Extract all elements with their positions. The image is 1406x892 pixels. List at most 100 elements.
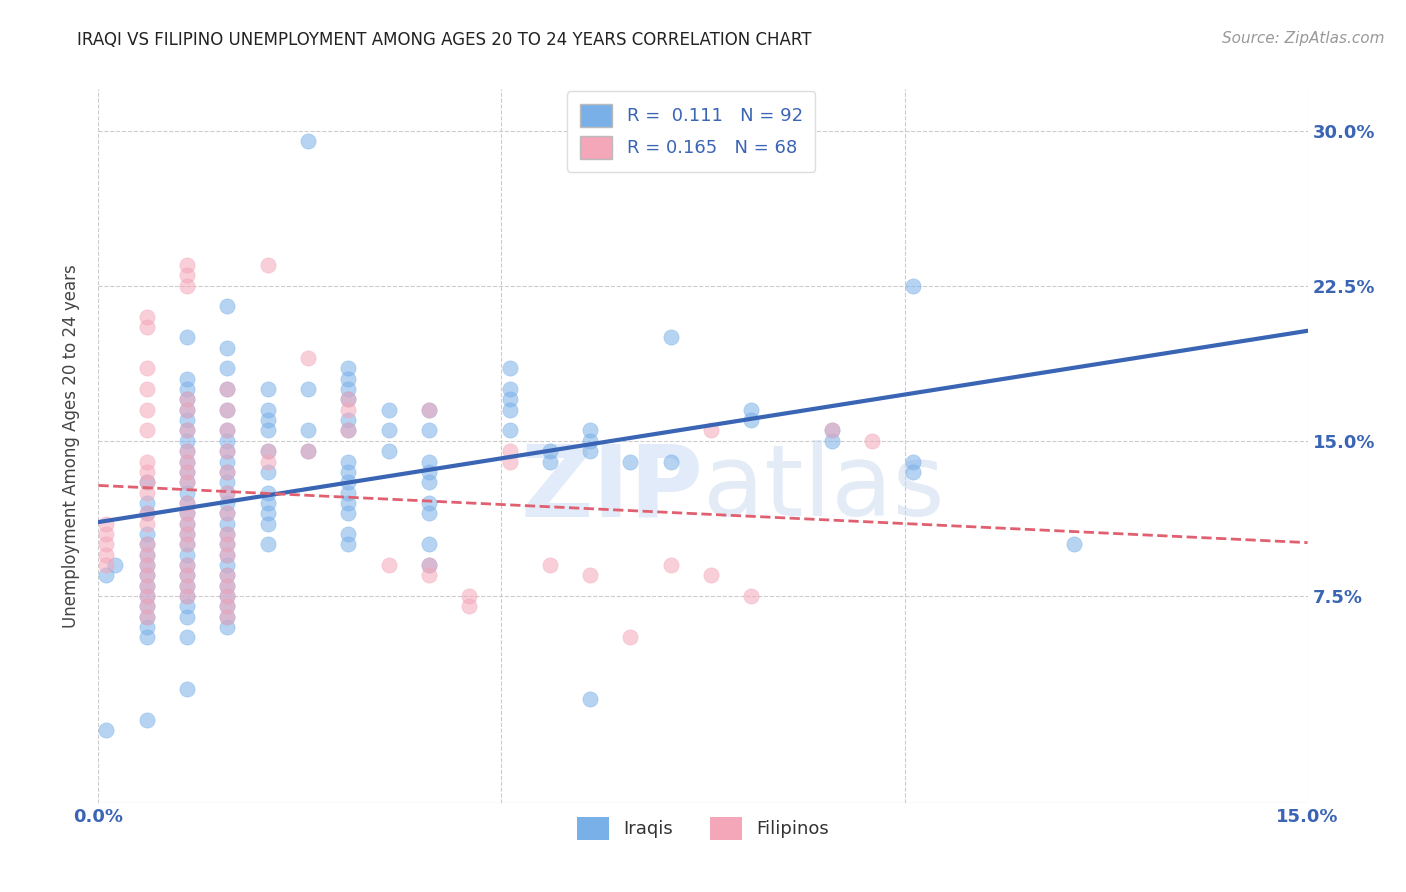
- Point: [740, 589, 762, 603]
- Point: [498, 402, 520, 417]
- Point: [135, 548, 157, 562]
- Point: [217, 599, 239, 614]
- Point: [217, 537, 239, 551]
- Point: [176, 330, 198, 344]
- Point: [176, 516, 198, 531]
- Point: [176, 434, 198, 448]
- Point: [337, 527, 360, 541]
- Point: [217, 579, 239, 593]
- Point: [418, 558, 440, 572]
- Point: [135, 475, 157, 490]
- Text: Source: ZipAtlas.com: Source: ZipAtlas.com: [1222, 31, 1385, 46]
- Point: [377, 424, 399, 438]
- Point: [176, 485, 198, 500]
- Point: [297, 134, 319, 148]
- Point: [135, 382, 157, 396]
- Point: [96, 558, 118, 572]
- Point: [135, 537, 157, 551]
- Point: [297, 351, 319, 365]
- Point: [176, 548, 198, 562]
- Point: [217, 527, 239, 541]
- Point: [96, 568, 118, 582]
- Point: [498, 424, 520, 438]
- Point: [176, 475, 198, 490]
- Point: [538, 444, 561, 458]
- Point: [377, 558, 399, 572]
- Point: [176, 558, 198, 572]
- Point: [217, 454, 239, 468]
- Point: [337, 475, 360, 490]
- Point: [176, 402, 198, 417]
- Point: [176, 444, 198, 458]
- Point: [700, 424, 723, 438]
- Point: [135, 568, 157, 582]
- Point: [176, 537, 198, 551]
- Point: [256, 496, 278, 510]
- Point: [217, 299, 239, 313]
- Point: [458, 589, 481, 603]
- Point: [217, 382, 239, 396]
- Point: [498, 454, 520, 468]
- Point: [176, 424, 198, 438]
- Point: [337, 361, 360, 376]
- Point: [659, 558, 682, 572]
- Point: [256, 516, 278, 531]
- Point: [135, 630, 157, 644]
- Point: [256, 402, 278, 417]
- Point: [135, 506, 157, 520]
- Point: [135, 516, 157, 531]
- Point: [579, 692, 602, 706]
- Point: [176, 527, 198, 541]
- Point: [217, 599, 239, 614]
- Point: [256, 485, 278, 500]
- Point: [217, 548, 239, 562]
- Point: [217, 589, 239, 603]
- Point: [337, 424, 360, 438]
- Point: [176, 537, 198, 551]
- Point: [176, 475, 198, 490]
- Point: [176, 516, 198, 531]
- Legend: Iraqis, Filipinos: Iraqis, Filipinos: [569, 810, 837, 847]
- Point: [217, 444, 239, 458]
- Point: [377, 444, 399, 458]
- Point: [176, 424, 198, 438]
- Point: [217, 465, 239, 479]
- Point: [135, 310, 157, 324]
- Point: [135, 320, 157, 334]
- Point: [135, 609, 157, 624]
- Point: [418, 424, 440, 438]
- Point: [135, 558, 157, 572]
- Point: [217, 537, 239, 551]
- Point: [217, 568, 239, 582]
- Point: [103, 558, 125, 572]
- Point: [418, 475, 440, 490]
- Point: [337, 485, 360, 500]
- Point: [256, 258, 278, 272]
- Point: [740, 402, 762, 417]
- Point: [217, 485, 239, 500]
- Point: [135, 485, 157, 500]
- Point: [337, 424, 360, 438]
- Text: ZIP: ZIP: [520, 441, 703, 537]
- Point: [659, 454, 682, 468]
- Point: [135, 609, 157, 624]
- Point: [217, 609, 239, 624]
- Point: [256, 506, 278, 520]
- Point: [217, 609, 239, 624]
- Point: [135, 527, 157, 541]
- Text: IRAQI VS FILIPINO UNEMPLOYMENT AMONG AGES 20 TO 24 YEARS CORRELATION CHART: IRAQI VS FILIPINO UNEMPLOYMENT AMONG AGE…: [77, 31, 811, 49]
- Point: [176, 527, 198, 541]
- Point: [337, 465, 360, 479]
- Point: [217, 402, 239, 417]
- Point: [217, 620, 239, 634]
- Point: [740, 413, 762, 427]
- Point: [256, 444, 278, 458]
- Point: [217, 475, 239, 490]
- Point: [579, 434, 602, 448]
- Point: [256, 424, 278, 438]
- Point: [498, 392, 520, 407]
- Point: [256, 444, 278, 458]
- Point: [96, 548, 118, 562]
- Point: [337, 454, 360, 468]
- Point: [217, 516, 239, 531]
